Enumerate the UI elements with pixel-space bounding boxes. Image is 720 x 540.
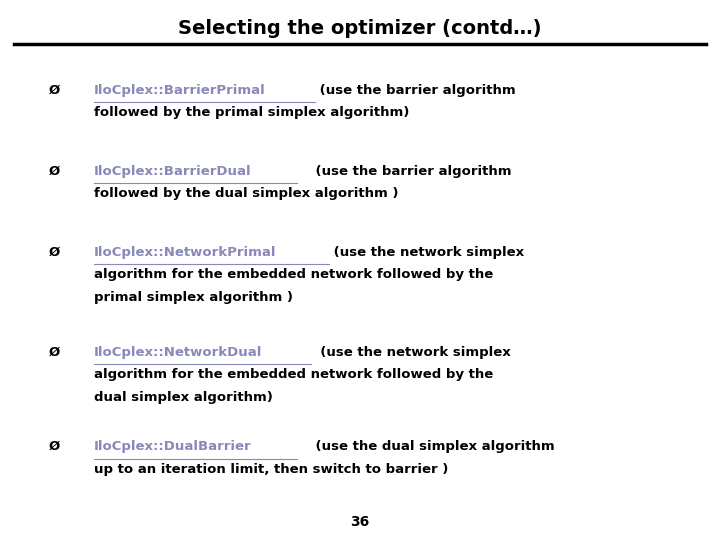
Text: algorithm for the embedded network followed by the: algorithm for the embedded network follo… (94, 268, 493, 281)
Text: (use the dual simplex algorithm: (use the dual simplex algorithm (297, 440, 554, 453)
Text: (use the barrier algorithm: (use the barrier algorithm (297, 165, 511, 178)
Text: IloCplex::DualBarrier: IloCplex::DualBarrier (94, 440, 251, 453)
Text: IloCplex::NetworkPrimal: IloCplex::NetworkPrimal (94, 246, 276, 259)
Text: primal simplex algorithm ): primal simplex algorithm ) (94, 291, 292, 304)
Text: Ø: Ø (48, 165, 60, 178)
Text: IloCplex::NetworkDual: IloCplex::NetworkDual (94, 346, 262, 359)
Text: dual simplex algorithm): dual simplex algorithm) (94, 391, 272, 404)
Text: IloCplex::BarrierPrimal: IloCplex::BarrierPrimal (94, 84, 266, 97)
Text: Ø: Ø (48, 246, 60, 259)
Text: algorithm for the embedded network followed by the: algorithm for the embedded network follo… (94, 368, 493, 381)
Text: up to an iteration limit, then switch to barrier ): up to an iteration limit, then switch to… (94, 463, 448, 476)
Text: Ø: Ø (48, 84, 60, 97)
Text: 36: 36 (351, 515, 369, 529)
Text: Selecting the optimizer (contd…): Selecting the optimizer (contd…) (179, 19, 541, 38)
Text: (use the barrier algorithm: (use the barrier algorithm (315, 84, 516, 97)
Text: followed by the primal simplex algorithm): followed by the primal simplex algorithm… (94, 106, 409, 119)
Text: Ø: Ø (48, 346, 60, 359)
Text: (use the network simplex: (use the network simplex (329, 246, 524, 259)
Text: followed by the dual simplex algorithm ): followed by the dual simplex algorithm ) (94, 187, 398, 200)
Text: IloCplex::BarrierDual: IloCplex::BarrierDual (94, 165, 251, 178)
Text: Ø: Ø (48, 440, 60, 453)
Text: (use the network simplex: (use the network simplex (311, 346, 510, 359)
